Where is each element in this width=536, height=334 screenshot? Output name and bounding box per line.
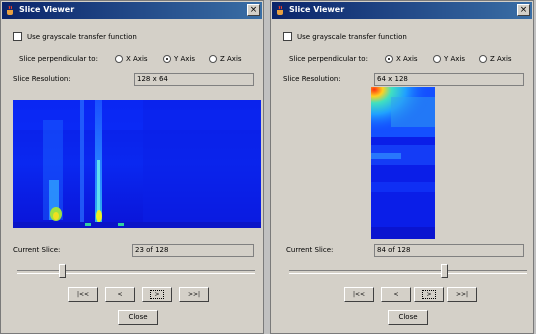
radio-button-icon[interactable] xyxy=(385,55,393,63)
grayscale-label: Use grayscale transfer function xyxy=(297,33,407,41)
perpendicular-label: Slice perpendicular to: xyxy=(19,55,98,63)
slice-image xyxy=(13,100,261,228)
grayscale-checkbox[interactable] xyxy=(283,32,292,41)
slice-viewer-window: Slice Viewer × Use grayscale transfer fu… xyxy=(0,0,264,334)
slider-track[interactable] xyxy=(289,270,527,274)
slice-image xyxy=(371,87,435,239)
resolution-field: 64 x 128 xyxy=(374,73,524,86)
current-slice-label: Current Slice: xyxy=(13,246,61,254)
current-slice-field: 23 of 128 xyxy=(132,244,254,257)
resolution-field: 128 x 64 xyxy=(134,73,254,86)
previous-slice-button[interactable]: < xyxy=(381,287,411,302)
grayscale-checkbox[interactable] xyxy=(13,32,22,41)
axis-selector: Slice perpendicular to: X Axis Y Axis Z … xyxy=(19,55,242,63)
resolution-label: Slice Resolution: xyxy=(13,75,71,83)
close-window-button[interactable]: × xyxy=(517,4,530,16)
radio-button-icon[interactable] xyxy=(433,55,441,63)
grayscale-label: Use grayscale transfer function xyxy=(27,33,137,41)
radio-button-icon[interactable] xyxy=(115,55,123,63)
last-slice-button[interactable]: >>| xyxy=(179,287,209,302)
window-title: Slice Viewer xyxy=(19,5,75,14)
radio-button-icon[interactable] xyxy=(479,55,487,63)
radio-button-icon[interactable] xyxy=(163,55,171,63)
java-cup-icon xyxy=(277,5,283,15)
close-window-button[interactable]: × xyxy=(247,4,260,16)
slider-thumb[interactable] xyxy=(441,264,449,278)
java-cup-icon xyxy=(7,5,13,15)
next-slice-label: > xyxy=(422,290,436,299)
window-title: Slice Viewer xyxy=(289,5,345,14)
perpendicular-label: Slice perpendicular to: xyxy=(289,55,368,63)
next-slice-button[interactable]: > xyxy=(142,287,172,302)
previous-slice-button[interactable]: < xyxy=(105,287,135,302)
close-button[interactable]: Close xyxy=(118,310,158,325)
title-bar[interactable]: Slice Viewer × xyxy=(2,2,262,19)
next-slice-button[interactable]: > xyxy=(414,287,444,302)
current-slice-label: Current Slice: xyxy=(286,246,334,254)
first-slice-button[interactable]: |<< xyxy=(344,287,374,302)
next-slice-label: > xyxy=(150,290,164,299)
last-slice-button[interactable]: >>| xyxy=(447,287,477,302)
current-slice-field: 84 of 128 xyxy=(374,244,524,257)
resolution-label: Slice Resolution: xyxy=(283,75,341,83)
axis-selector: Slice perpendicular to: X Axis Y Axis Z … xyxy=(289,55,512,63)
title-bar[interactable]: Slice Viewer × xyxy=(272,2,532,19)
slice-viewer-window: Slice Viewer × Use grayscale transfer fu… xyxy=(270,0,534,334)
first-slice-button[interactable]: |<< xyxy=(68,287,98,302)
slider-thumb[interactable] xyxy=(58,264,66,278)
close-button[interactable]: Close xyxy=(388,310,428,325)
slider-track[interactable] xyxy=(17,270,255,274)
radio-button-icon[interactable] xyxy=(209,55,217,63)
